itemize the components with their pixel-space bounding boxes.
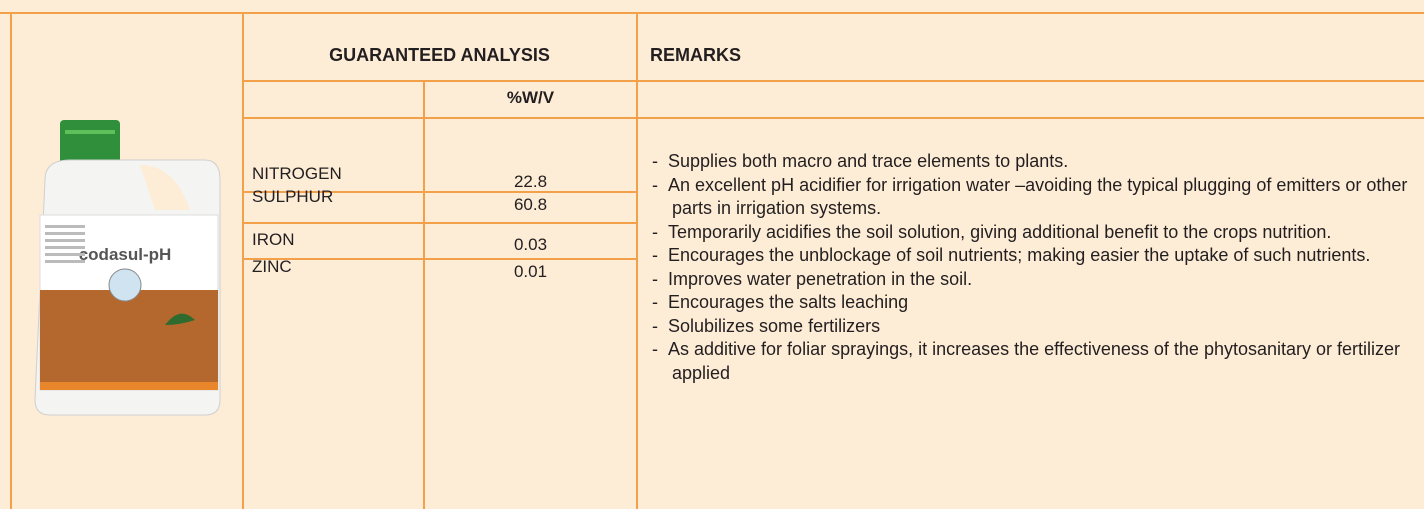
border [636, 12, 638, 509]
remark: Temporarily acidifies the soil solution,… [650, 221, 1420, 245]
remark: Encourages the unblockage of soil nutrie… [650, 244, 1420, 268]
remark: Solubilizes some fertilizers [650, 315, 1420, 339]
border [242, 222, 637, 224]
remark: Supplies both macro and trace elements t… [650, 150, 1420, 174]
page: codasul-pH GUARANTEED ANALYSIS REMARKS %… [0, 0, 1424, 509]
remarks-title: REMARKS [650, 45, 741, 66]
cell-name: IRON [252, 230, 295, 250]
product-image: codasul-pH [25, 120, 225, 420]
remark: Encourages the salts leaching [650, 291, 1420, 315]
remark: As additive for foliar sprayings, it inc… [650, 338, 1420, 385]
product-label: codasul-pH [79, 245, 172, 264]
cell-name: ZINC [252, 257, 292, 277]
remark: Improves water penetration in the soil. [650, 268, 1420, 292]
border [242, 12, 244, 509]
border [0, 12, 1424, 14]
cell-value: 60.8 [425, 195, 636, 215]
cell-value: 22.8 [425, 172, 636, 192]
table-title: GUARANTEED ANALYSIS [242, 45, 637, 66]
border [242, 258, 637, 260]
cell-name: NITROGEN [252, 164, 342, 184]
border [423, 80, 425, 509]
border [242, 117, 1424, 119]
column-header: %W/V [425, 88, 636, 108]
cell-value: 0.03 [425, 235, 636, 255]
remarks-list: Supplies both macro and trace elements t… [650, 150, 1420, 385]
cell-value: 0.01 [425, 262, 636, 282]
cell-name: SULPHUR [252, 187, 333, 207]
remark: An excellent pH acidifier for irrigation… [650, 174, 1420, 221]
border [242, 80, 1424, 82]
border [10, 12, 12, 509]
